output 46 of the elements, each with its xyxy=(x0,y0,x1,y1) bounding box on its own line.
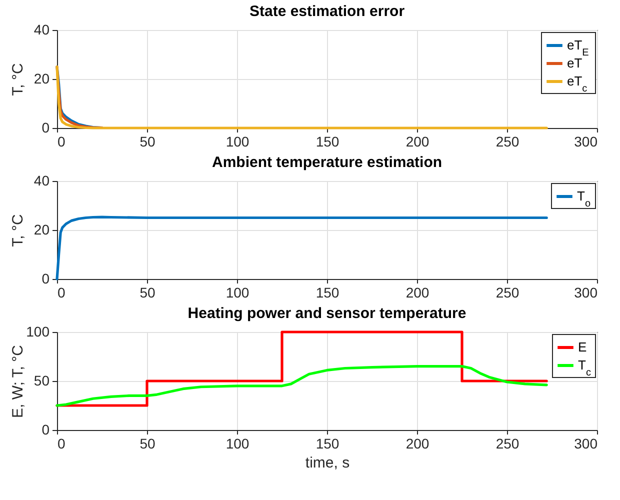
x-tick-label: 0 xyxy=(58,134,66,150)
x-tick-label: 150 xyxy=(316,284,340,300)
x-tick-label: 50 xyxy=(140,134,156,150)
x-tick-label: 150 xyxy=(316,134,340,150)
y-tick-label: 0 xyxy=(42,422,50,438)
x-axis-title: time, s xyxy=(305,454,350,472)
y-tick-label: 0 xyxy=(42,120,50,136)
y-tick-label: 0 xyxy=(42,270,50,286)
y-axis-title: T, °C xyxy=(10,63,26,96)
x-tick-label: 100 xyxy=(226,134,250,150)
y-tick-label: 50 xyxy=(34,372,50,388)
x-tick-label: 300 xyxy=(574,284,598,300)
y-tick-label: 100 xyxy=(26,324,50,340)
x-tick-label: 50 xyxy=(140,284,156,300)
legend-label: T$_{o}$ xyxy=(577,188,591,209)
x-tick-label: 150 xyxy=(316,436,340,452)
line-series xyxy=(56,365,548,407)
legend-label: eT$_{E}$ xyxy=(567,38,590,58)
x-tick-label: 200 xyxy=(406,284,430,300)
x-tick-label: 0 xyxy=(58,284,66,300)
x-tick-label: 250 xyxy=(496,284,520,300)
y-tick-label: 40 xyxy=(34,172,50,188)
x-tick-label: 250 xyxy=(496,436,520,452)
x-tick-label: 250 xyxy=(496,134,520,150)
x-tick-label: 100 xyxy=(226,436,250,452)
chart-title: State estimation error xyxy=(249,3,405,20)
y-tick-label: 20 xyxy=(34,222,50,238)
y-axis-title: E, W; T, °C xyxy=(10,344,26,418)
chart-title: Heating power and sensor temperature xyxy=(188,305,466,322)
x-tick-label: 200 xyxy=(406,134,430,150)
y-tick-label: 20 xyxy=(34,70,50,86)
legend-label: T$_{c}$ xyxy=(578,358,591,378)
legend-label: E xyxy=(578,340,587,354)
line-series xyxy=(56,216,548,280)
x-tick-label: 100 xyxy=(226,284,250,300)
x-tick-label: 0 xyxy=(58,436,66,452)
legend-label: eT$_{c}$ xyxy=(567,74,588,94)
line-series xyxy=(56,65,548,130)
chart-title: Ambient temperature estimation xyxy=(212,154,442,171)
x-tick-label: 200 xyxy=(406,436,430,452)
y-axis-title: T, °C xyxy=(10,214,26,247)
x-tick-label: 50 xyxy=(140,436,156,452)
y-tick-label: 40 xyxy=(34,22,50,38)
x-tick-label: 300 xyxy=(574,134,598,150)
x-tick-label: 300 xyxy=(574,436,598,452)
legend-label: eT xyxy=(567,56,582,70)
